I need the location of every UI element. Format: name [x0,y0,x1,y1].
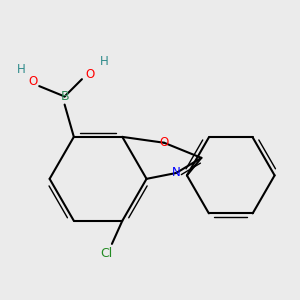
Text: B: B [60,90,69,103]
Text: O: O [160,136,169,149]
Text: H: H [100,56,108,68]
Text: Cl: Cl [100,247,112,260]
Text: N: N [172,167,181,179]
Text: O: O [29,75,38,88]
Text: O: O [85,68,94,81]
Text: H: H [16,64,25,76]
